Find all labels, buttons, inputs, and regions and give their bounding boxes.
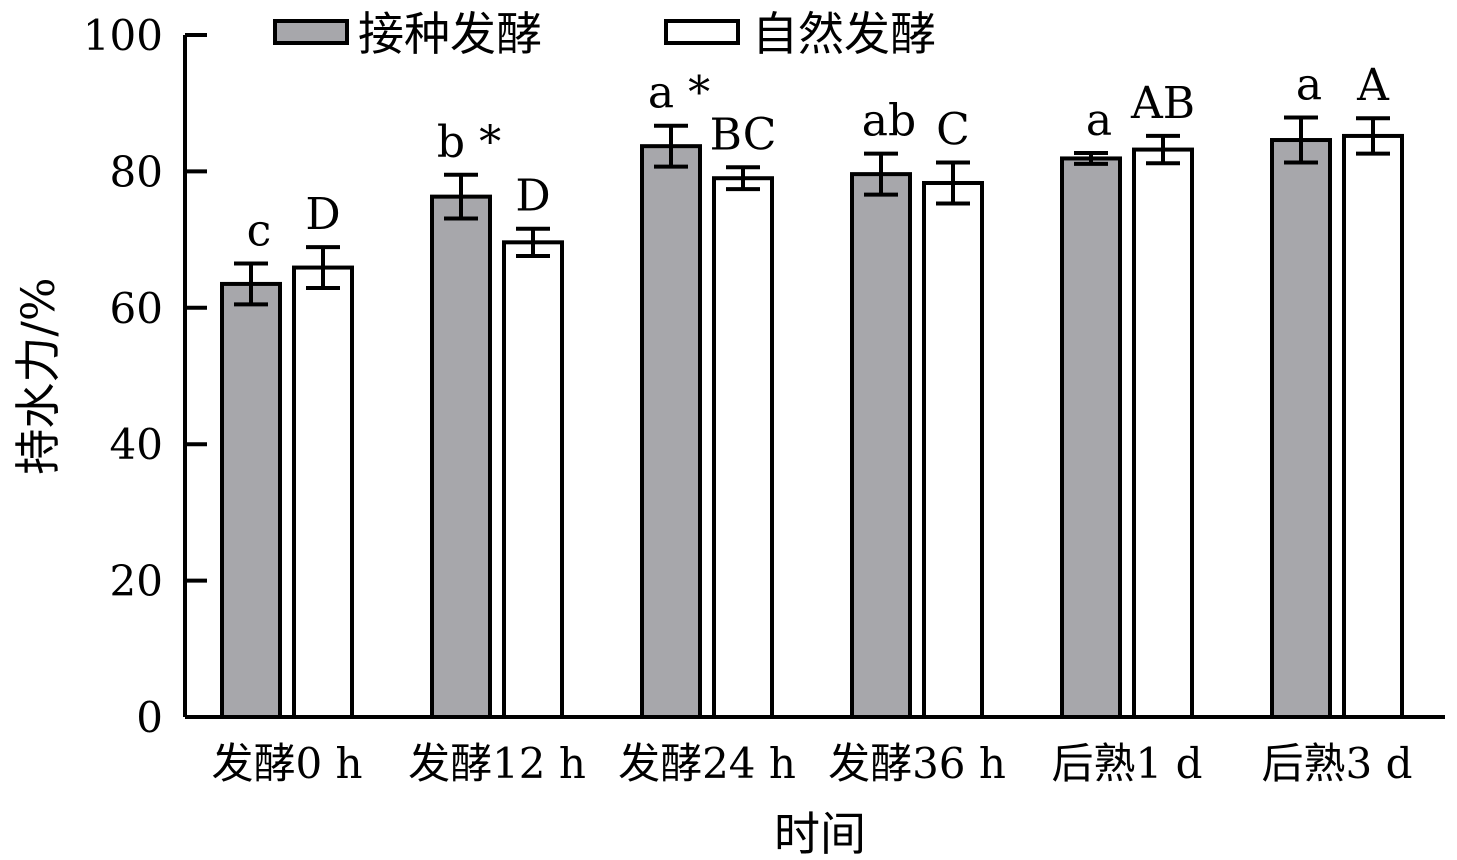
- bar: [712, 176, 774, 720]
- y-tick-label: 100: [83, 11, 163, 60]
- y-tick-label: 40: [110, 420, 163, 469]
- bar: [640, 144, 702, 719]
- y-tick-label: 0: [136, 693, 163, 742]
- x-tick-label: 发酵0 h: [211, 739, 362, 788]
- legend-swatch-inoculated: [273, 19, 349, 45]
- bar: [220, 281, 282, 719]
- x-tick-label: 发酵36 h: [828, 739, 1006, 788]
- x-tick-label: 发酵24 h: [618, 739, 796, 788]
- x-axis-title: 时间: [774, 807, 866, 860]
- significance-label: ab: [862, 96, 916, 147]
- significance-label: b *: [437, 117, 501, 168]
- bar: [1132, 147, 1194, 720]
- significance-label: BC: [710, 109, 777, 160]
- legend-label-natural: 自然发酵: [752, 7, 936, 61]
- y-tick-label: 80: [110, 147, 163, 196]
- x-tick-label: 后熟3 d: [1262, 739, 1413, 788]
- y-tick-label: 60: [110, 284, 163, 333]
- legend-label-inoculated: 接种发酵: [358, 7, 542, 61]
- y-tick-label: 20: [110, 557, 163, 606]
- y-axis: 0 20 40 60 80 100: [83, 11, 207, 742]
- bar: [502, 240, 564, 719]
- significance-label: a: [1296, 60, 1322, 111]
- legend: 接种发酵 自然发酵: [273, 7, 936, 61]
- bar: [1060, 156, 1122, 719]
- x-tick-label: 后熟1 d: [1052, 739, 1203, 788]
- significance-label: C: [936, 105, 970, 156]
- significance-label: A: [1356, 60, 1390, 111]
- significance-label: D: [515, 171, 550, 222]
- bar: [850, 172, 912, 720]
- bar: [922, 180, 984, 719]
- error-bars: [234, 115, 1390, 307]
- x-tick-label: 发酵12 h: [408, 739, 586, 788]
- bar: [1270, 138, 1332, 719]
- significance-label: AB: [1130, 78, 1195, 129]
- bars: [220, 133, 1404, 720]
- significance-label: a: [1086, 95, 1112, 146]
- significance-label: a *: [648, 68, 710, 119]
- bar: [1342, 133, 1404, 720]
- x-axis: 发酵0 h 发酵12 h 发酵24 h 发酵36 h 后熟1 d 后熟3 d: [185, 715, 1445, 788]
- y-axis-title: 持水力/%: [11, 277, 65, 474]
- bar: [292, 265, 354, 719]
- significance-label: D: [305, 189, 340, 240]
- bar: [430, 194, 492, 720]
- significance-label: c: [247, 205, 272, 256]
- legend-swatch-natural: [664, 19, 740, 45]
